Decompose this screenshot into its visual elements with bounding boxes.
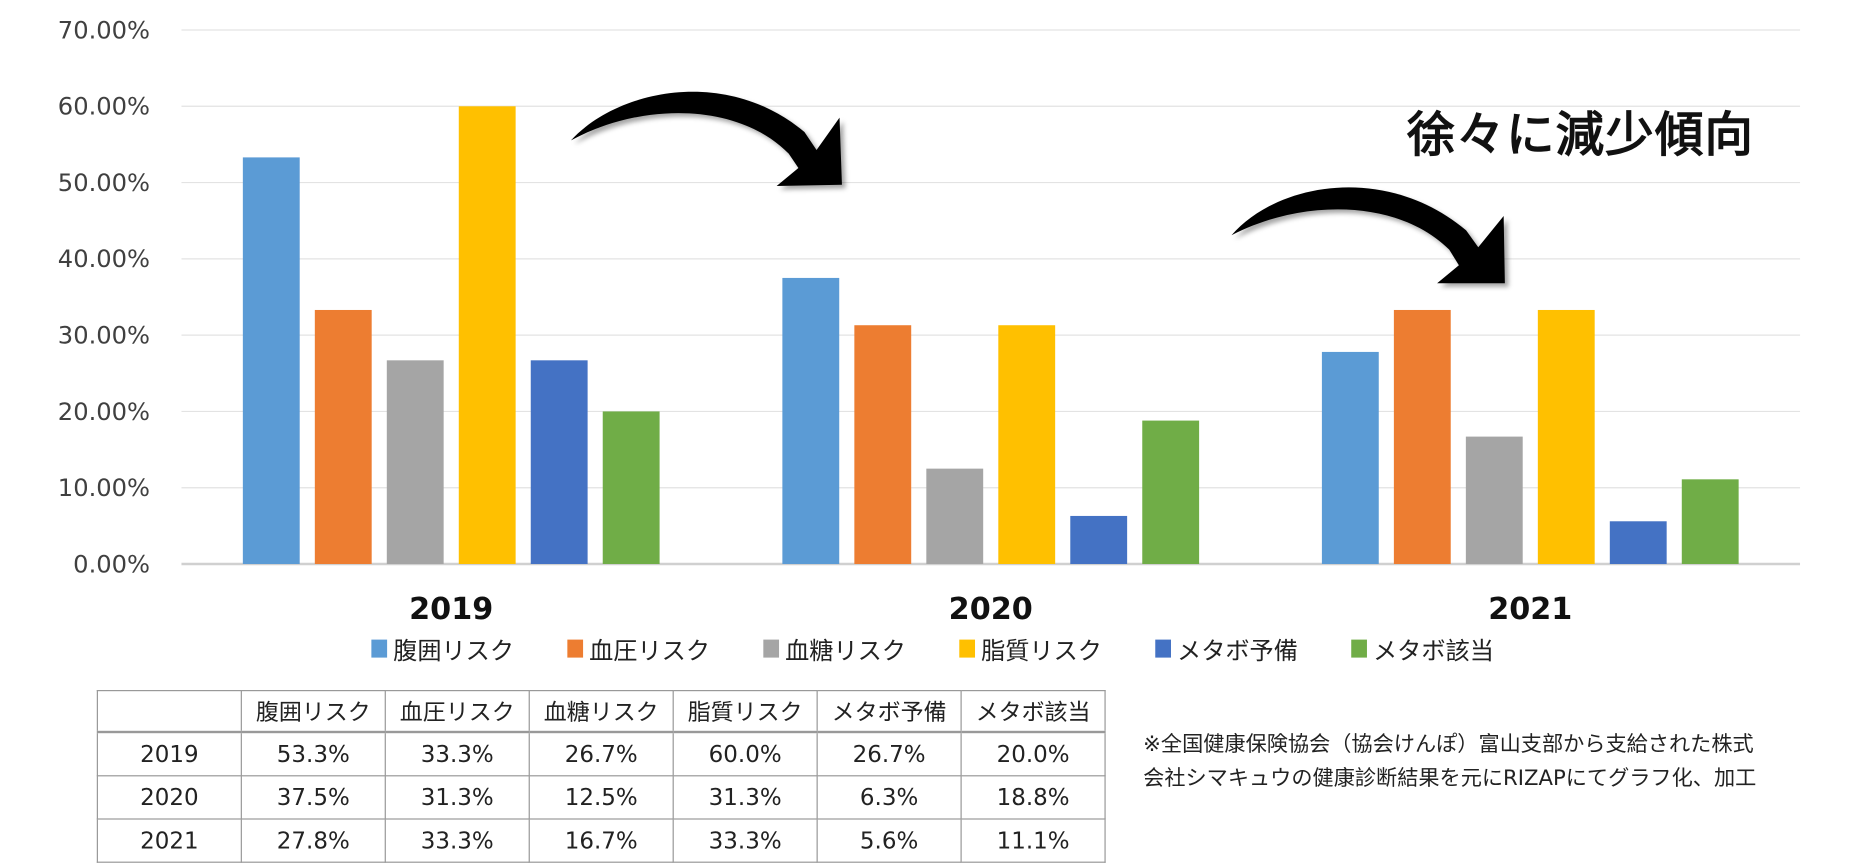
- y-tick-label: 0.00%: [73, 550, 150, 578]
- bar-2019-2: [386, 360, 444, 564]
- table-cell: 6.3%: [816, 775, 962, 820]
- trend-annotation: 徐々に減少傾向: [1406, 108, 1755, 164]
- x-tick-label: 2020: [949, 592, 1033, 627]
- table-row: 2020 37.5% 31.3% 12.5% 31.3% 6.3% 18.8%: [96, 775, 1106, 820]
- legend-label: 血圧リスク: [589, 637, 710, 665]
- bar-2020-0: [782, 277, 840, 564]
- bar-2021-2: [1465, 436, 1523, 564]
- table-cell: 33.3%: [672, 818, 818, 863]
- bar-2020-4: [1070, 515, 1128, 564]
- table-header: 血圧リスク: [384, 690, 530, 734]
- table-header: 脂質リスク: [672, 690, 818, 734]
- legend-swatch: [567, 639, 584, 658]
- legend-label: メタボ該当: [1373, 637, 1494, 665]
- legend-swatch: [371, 639, 388, 658]
- y-tick-label: 50.00%: [58, 169, 150, 197]
- table-row: 2019 53.3% 33.3% 26.7% 60.0% 26.7% 20.0%: [96, 731, 1106, 777]
- table-header: [96, 690, 242, 734]
- bar-chart: 0.00% 10.00% 20.00% 30.00% 40.00% 50.00% 60.00…: [58, 16, 1801, 665]
- legend-swatch: [959, 639, 976, 658]
- bar-2021-3: [1537, 309, 1595, 564]
- legend-label: 血糖リスク: [785, 637, 906, 665]
- table-cell: 26.7%: [816, 731, 962, 777]
- legend-label: 腹囲リスク: [393, 637, 514, 665]
- table-cell: 2020: [96, 775, 242, 820]
- table-header-row: 腹囲リスク 血圧リスク 血糖リスク 脂質リスク メタボ予備 メタボ該当: [96, 690, 1106, 734]
- table-cell: 33.3%: [384, 818, 530, 863]
- bar-2019-0: [242, 157, 300, 564]
- bar-2019-1: [314, 309, 372, 564]
- arrow-2019-2020-icon: [570, 91, 842, 186]
- legend-swatch: [763, 639, 780, 658]
- table-row: 2021 27.8% 33.3% 16.7% 33.3% 5.6% 11.1%: [96, 818, 1106, 863]
- table-header: メタボ該当: [960, 690, 1106, 734]
- table-cell: 20.0%: [960, 731, 1106, 777]
- bar-2020-1: [854, 325, 912, 564]
- bar-2021-0: [1321, 351, 1379, 564]
- bar-2021-4: [1609, 521, 1667, 564]
- x-tick-label: 2019: [409, 592, 493, 627]
- legend-label: 脂質リスク: [981, 637, 1102, 665]
- table-cell: 27.8%: [240, 818, 386, 863]
- data-table: 腹囲リスク 血圧リスク 血糖リスク 脂質リスク メタボ予備 メタボ該当 2019…: [96, 690, 1106, 863]
- table-cell: 53.3%: [240, 731, 386, 777]
- footnote-line: ※全国健康保険協会（協会けんぽ）富山支部から支給された株式: [1143, 733, 1754, 758]
- legend-swatch: [1351, 639, 1367, 658]
- bar-2021-5: [1681, 479, 1739, 564]
- legend-label: メタボ予備: [1177, 637, 1298, 665]
- bar-2021-1: [1393, 309, 1451, 564]
- table-cell: 5.6%: [816, 818, 962, 863]
- bar-2020-2: [926, 468, 984, 564]
- y-tick-label: 70.00%: [58, 16, 150, 44]
- table-header: 血糖リスク: [528, 690, 674, 734]
- table-cell: 16.7%: [528, 818, 674, 863]
- table-cell: 33.3%: [384, 731, 530, 777]
- y-tick-label: 60.00%: [58, 93, 150, 121]
- bar-2019-3: [458, 106, 516, 565]
- table-cell: 60.0%: [672, 731, 818, 777]
- y-tick-label: 10.00%: [58, 474, 150, 502]
- bar-2019-4: [530, 360, 588, 564]
- table-header: メタボ予備: [816, 690, 962, 734]
- table-cell: 11.1%: [960, 818, 1106, 863]
- table-cell: 31.3%: [384, 775, 530, 820]
- table-cell: 37.5%: [240, 775, 386, 820]
- bar-2019-5: [602, 411, 660, 564]
- y-tick-label: 40.00%: [58, 245, 150, 273]
- table-cell: 18.8%: [960, 775, 1106, 820]
- legend-swatch: [1155, 639, 1171, 658]
- table-cell: 12.5%: [528, 775, 674, 820]
- footnote: ※全国健康保険協会（協会けんぽ）富山支部から支給された株式 会社シマキュウの健康…: [1143, 728, 1756, 795]
- table-cell: 31.3%: [672, 775, 818, 820]
- x-tick-label: 2021: [1488, 592, 1572, 627]
- bar-2020-3: [998, 325, 1056, 564]
- arrow-2020-2021-icon: [1231, 187, 1505, 284]
- footnote-line: 会社シマキュウの健康診断結果を元にRIZAPにてグラフ化、加工: [1143, 766, 1757, 791]
- bar-2020-5: [1142, 420, 1200, 564]
- table-header: 腹囲リスク: [240, 690, 386, 734]
- table-cell: 2019: [96, 731, 242, 777]
- y-tick-label: 30.00%: [58, 322, 150, 350]
- table-cell: 2021: [96, 818, 242, 863]
- y-tick-label: 20.00%: [58, 398, 150, 426]
- table-cell: 26.7%: [528, 731, 674, 777]
